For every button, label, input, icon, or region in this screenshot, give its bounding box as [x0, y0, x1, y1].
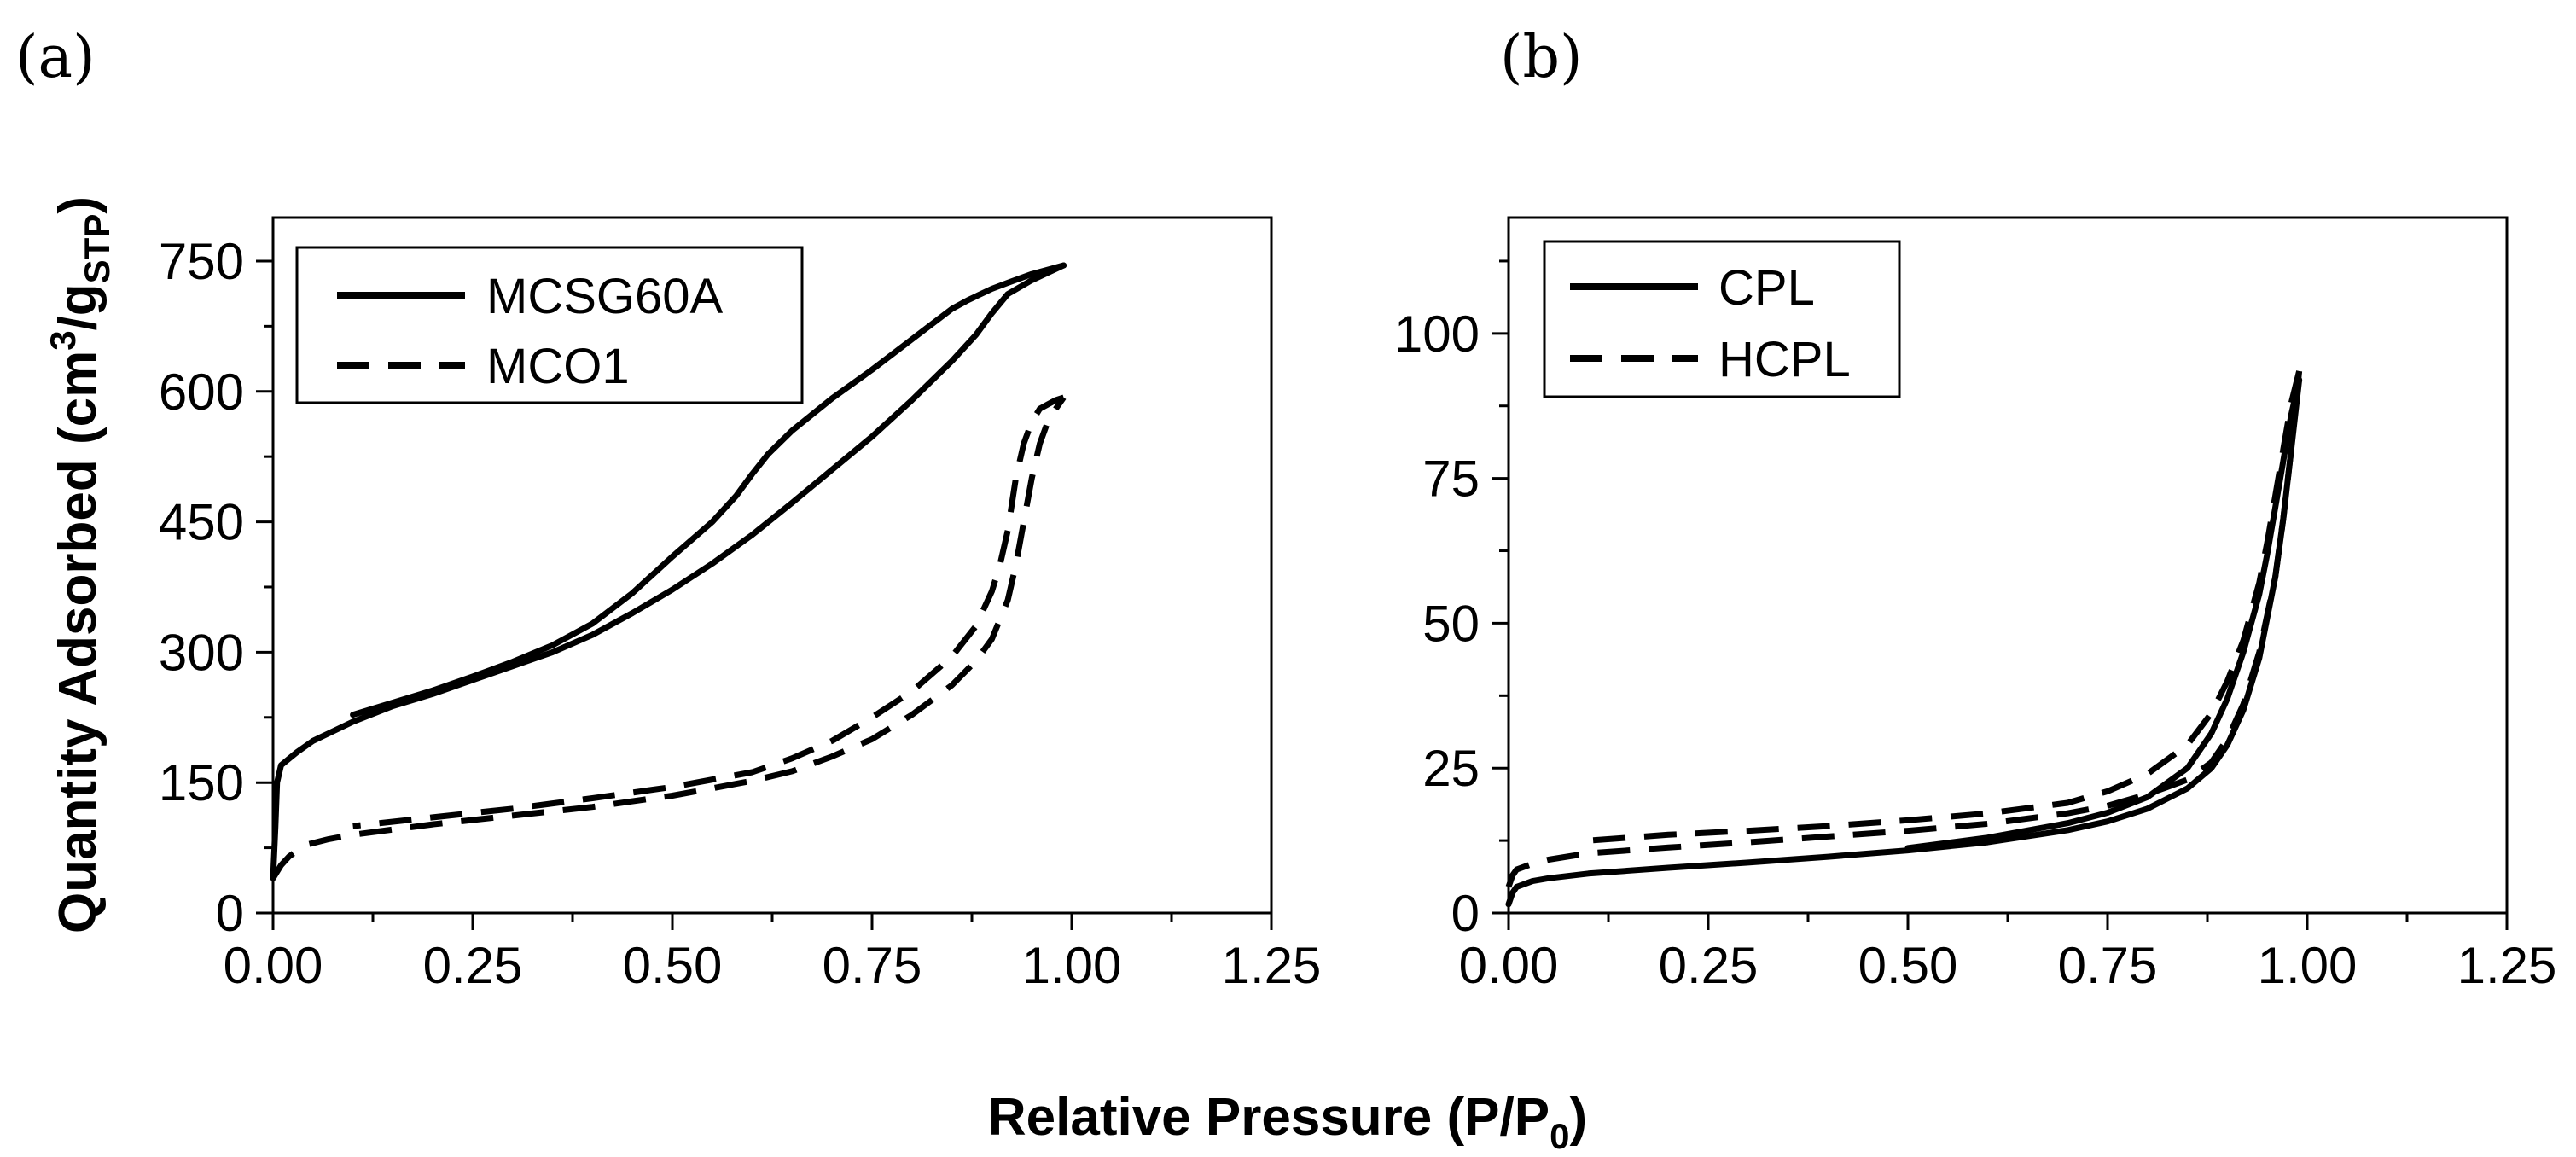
x-axis-title-sub: 0 [1550, 1116, 1569, 1156]
legend-box-a [295, 246, 804, 404]
ticks-b: 0.00 0.25 0.50 0.75 1.00 1.25 0 25 50 75 100 [1394, 259, 2557, 994]
legend-label-hcpl: HCPL [1718, 332, 1851, 387]
y-tick-label: 50 [1422, 595, 1480, 652]
series-hcpl-desorption [1588, 370, 2302, 844]
series-mcsg60a-desorption [350, 262, 1067, 718]
y-tick-label: 600 [159, 363, 244, 421]
y-axis-title-sup: 3 [43, 330, 83, 350]
y-axis-title-a: Quantity Adsorbed (cm3/gSTP) [43, 196, 117, 933]
legend-label-mcsg60a: MCSG60A [486, 269, 724, 324]
y-tick-label: 75 [1422, 451, 1480, 508]
x-tick-label: 0.25 [1659, 937, 1759, 994]
y-tick-label: 750 [159, 233, 244, 290]
x-tick-label: 0.00 [1459, 937, 1559, 994]
x-tick-label: 0.25 [423, 937, 523, 994]
ticks-a: 0.00 0.25 0.50 0.75 1.00 1.25 0 150 300 450 600 750 [159, 233, 1322, 994]
x-tick-label: 1.00 [1022, 937, 1122, 994]
legend-label-cpl: CPL [1718, 260, 1815, 316]
y-tick-label: 0 [216, 885, 244, 942]
x-tick-label: 1.00 [2258, 937, 2358, 994]
legend-label-mco1: MCO1 [486, 339, 630, 394]
y-tick-label: 150 [159, 754, 244, 811]
legend-box-b [1543, 240, 1901, 398]
series-cpl-desorption [1904, 376, 2303, 852]
panel-label-a: (a) [15, 24, 96, 91]
series-mco1-desorption [352, 394, 1065, 829]
y-tick-label: 0 [1451, 885, 1480, 942]
legend-a: MCSG60A MCO1 [295, 246, 804, 404]
panel-label-b: (b) [1500, 24, 1583, 91]
y-tick-label: 300 [159, 624, 244, 681]
x-tick-label: 1.25 [1222, 937, 1322, 994]
x-tick-label: 0.75 [2058, 937, 2158, 994]
series-hcpl-adsorption [1505, 370, 2303, 888]
y-tick-label: 450 [159, 494, 244, 551]
series-mco1-adsorption [270, 395, 1067, 881]
x-axis-title: Relative Pressure (P/P0) [988, 1088, 1587, 1156]
x-axis-title-close: ) [1569, 1088, 1587, 1147]
y-axis-title-main: Quantity Adsorbed (cm [49, 351, 108, 933]
x-tick-label: 0.00 [224, 937, 323, 994]
series-a [270, 262, 1067, 881]
x-tick-label: 0.50 [623, 937, 723, 994]
series-cpl-adsorption [1505, 376, 2303, 908]
x-tick-label: 0.75 [823, 937, 922, 994]
x-tick-label: 0.50 [1858, 937, 1958, 994]
y-tick-label: 100 [1394, 305, 1480, 363]
x-axis-title-main: Relative Pressure (P/P [988, 1088, 1550, 1147]
series-b [1505, 370, 2303, 908]
series-mcsg60a-adsorption [270, 262, 1067, 881]
x-tick-label: 1.25 [2457, 937, 2557, 994]
legend-b: CPL HCPL [1543, 240, 1901, 398]
y-axis-title-close: ) [49, 196, 108, 214]
y-tick-label: 25 [1422, 740, 1480, 797]
y-axis-title-mid: /g [49, 283, 108, 330]
y-axis-title-sub: STP [77, 214, 117, 284]
